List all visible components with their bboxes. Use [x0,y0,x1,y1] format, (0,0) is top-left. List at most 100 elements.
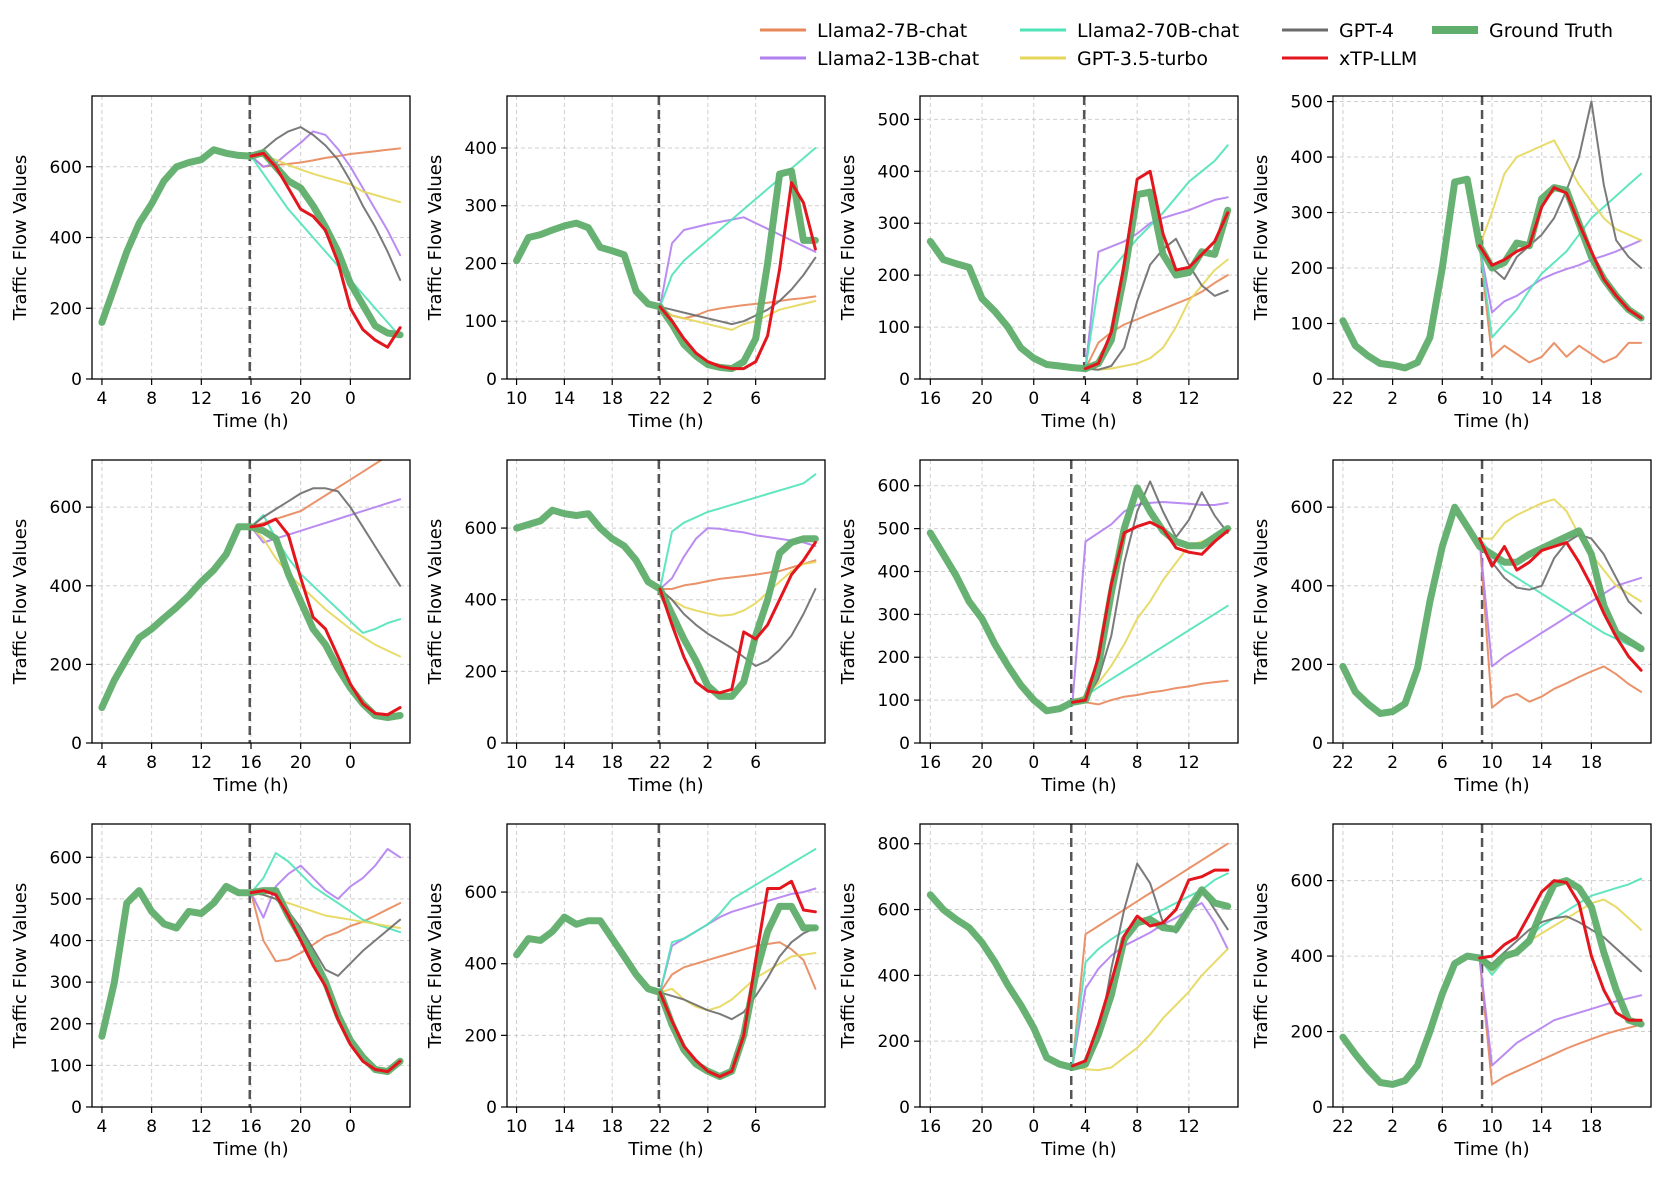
x-tick-label: 22 [649,753,671,773]
y-axis-label: Traffic Flow Values [1251,883,1272,1049]
y-tick-label: 300 [50,973,82,993]
x-tick-label: 20 [971,753,993,773]
x-axis-label: Time (h) [1040,411,1116,432]
series-line-llama2-70b-chat [1478,172,1643,339]
x-tick-label: 0 [345,1117,356,1137]
x-axis-label: Time (h) [1040,1139,1116,1160]
x-tick-label: 22 [1332,389,1354,409]
y-tick-label: 600 [878,477,910,497]
plot-frame [506,459,826,744]
y-tick-label: 200 [878,648,910,668]
x-tick-label: 14 [554,753,576,773]
x-tick-label: 12 [1178,389,1200,409]
y-tick-label: 200 [1291,259,1323,279]
x-tick-label: 2 [702,389,713,409]
x-tick-label: 16 [240,389,262,409]
y-tick-label: 300 [465,197,497,217]
y-axis-label: Traffic Flow Values [838,519,859,685]
x-axis-label: Time (h) [627,775,703,796]
x-tick-label: 4 [1080,389,1091,409]
legend-entry-gpt-4: GPT-4 [1282,20,1394,42]
series-line-gpt-3-5-turbo [1084,258,1229,371]
series-line-llama2-7b-chat [1478,537,1643,709]
y-tick-label: 300 [878,214,910,234]
series-line-llama2-7b-chat [1478,957,1643,1086]
y-tick-label: 400 [878,966,910,986]
series-line-xtp-llm [658,540,817,695]
series-line-llama2-13b-chat [1478,537,1643,668]
y-tick-label: 200 [878,266,910,286]
series-line-llama2-13b-chat [659,527,817,590]
y-tick-label: 400 [50,577,82,597]
x-tick-label: 10 [1481,753,1503,773]
x-tick-label: 10 [506,1117,528,1137]
series-line-xtp-llm [1478,537,1643,672]
series-line-gpt-3-5-turbo [1071,948,1229,1072]
series-line-gpt-3-5-turbo [250,525,402,658]
y-tick-label: 600 [1291,498,1323,518]
legend-entry-llama2-70b-chat: Llama2-70B-chat [1020,20,1239,42]
x-tick-label: 10 [506,753,528,773]
y-tick-label: 0 [486,734,497,754]
x-axis-label: Time (h) [212,775,288,796]
y-tick-label: 0 [899,370,910,390]
x-tick-label: 10 [1481,389,1503,409]
series-group [1339,498,1645,717]
y-tick-label: 0 [899,1098,910,1118]
y-tick-label: 0 [71,370,82,390]
x-tick-label: 22 [1332,753,1354,773]
series-line-gpt-4 [1478,915,1643,973]
x-tick-label: 2 [1387,1117,1398,1137]
x-tick-label: 14 [1531,753,1553,773]
y-tick-label: 600 [50,498,82,518]
series-group [926,144,1232,373]
x-tick-label: 18 [1581,1117,1603,1137]
series-group [513,473,819,700]
legend-label-llama2-70b-chat: Llama2-70B-chat [1077,20,1239,42]
x-tick-label: 4 [1080,1117,1091,1137]
x-tick-label: 0 [1028,1117,1039,1137]
series-group [513,848,819,1081]
series-line-llama2-13b-chat [659,216,817,308]
series-line-ground-truth [1339,877,1645,1088]
series-line-xtp-llm [1478,186,1643,320]
series-line-ground-truth [1339,503,1645,717]
y-axis-label: Traffic Flow Values [838,883,859,1049]
legend-label-gpt-4: GPT-4 [1339,20,1394,42]
series-line-llama2-13b-chat [1071,902,1229,1067]
series-line-gpt-3-5-turbo [1478,498,1643,603]
series-group [98,460,404,721]
x-tick-label: 16 [920,1117,942,1137]
x-tick-label: 10 [506,389,528,409]
y-axis-label: Traffic Flow Values [1251,519,1272,685]
x-axis-label: Time (h) [1453,1139,1529,1160]
y-tick-label: 200 [50,655,82,675]
legend: Llama2-7B-chat Llama2-70B-chat GPT-4 Ground… [760,20,1613,70]
series-line-gpt-4 [250,891,402,977]
y-tick-label: 200 [465,662,497,682]
series-group [1339,100,1645,372]
series-line-gpt-4 [659,588,817,667]
x-tick-label: 22 [1332,1117,1354,1137]
series-line-llama2-7b-chat [659,559,817,590]
series-line-gpt-4 [1478,100,1643,281]
y-tick-label: 200 [465,1026,497,1046]
x-tick-label: 12 [1178,1117,1200,1137]
y-tick-label: 500 [878,110,910,130]
y-tick-label: 600 [1291,872,1323,892]
y-tick-label: 600 [465,883,497,903]
x-tick-label: 8 [146,389,157,409]
x-axis-label: Time (h) [1453,411,1529,432]
series-line-ground-truth [513,506,819,700]
series-line-llama2-70b-chat [1071,604,1229,704]
series-line-ground-truth [1339,175,1645,372]
y-tick-label: 500 [878,520,910,540]
x-axis-label: Time (h) [212,411,288,432]
